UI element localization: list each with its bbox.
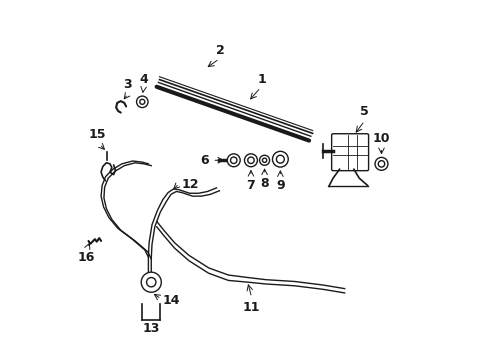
Text: 5: 5 <box>360 105 368 118</box>
Circle shape <box>374 157 387 170</box>
Text: 14: 14 <box>163 294 180 307</box>
FancyBboxPatch shape <box>331 134 368 171</box>
Text: 9: 9 <box>276 179 284 192</box>
Circle shape <box>146 278 156 287</box>
Text: 15: 15 <box>88 128 106 141</box>
Text: 16: 16 <box>77 251 95 264</box>
Text: 4: 4 <box>139 73 147 86</box>
Circle shape <box>227 154 240 167</box>
Circle shape <box>140 99 144 104</box>
Circle shape <box>262 158 266 162</box>
Text: 10: 10 <box>372 132 389 145</box>
Circle shape <box>244 154 257 167</box>
Circle shape <box>259 155 269 165</box>
Text: 6: 6 <box>200 154 209 167</box>
Circle shape <box>230 157 237 163</box>
Text: 1: 1 <box>257 73 265 86</box>
Text: 3: 3 <box>123 78 132 91</box>
Text: 7: 7 <box>246 179 255 192</box>
Circle shape <box>247 157 254 163</box>
Text: 13: 13 <box>142 322 160 335</box>
Text: 11: 11 <box>243 301 260 314</box>
Text: 2: 2 <box>216 44 224 57</box>
Circle shape <box>136 96 148 108</box>
Circle shape <box>272 151 287 167</box>
Text: 8: 8 <box>260 177 268 190</box>
Text: 12: 12 <box>182 178 199 191</box>
Circle shape <box>378 161 384 167</box>
Circle shape <box>276 155 284 163</box>
Circle shape <box>141 272 161 292</box>
